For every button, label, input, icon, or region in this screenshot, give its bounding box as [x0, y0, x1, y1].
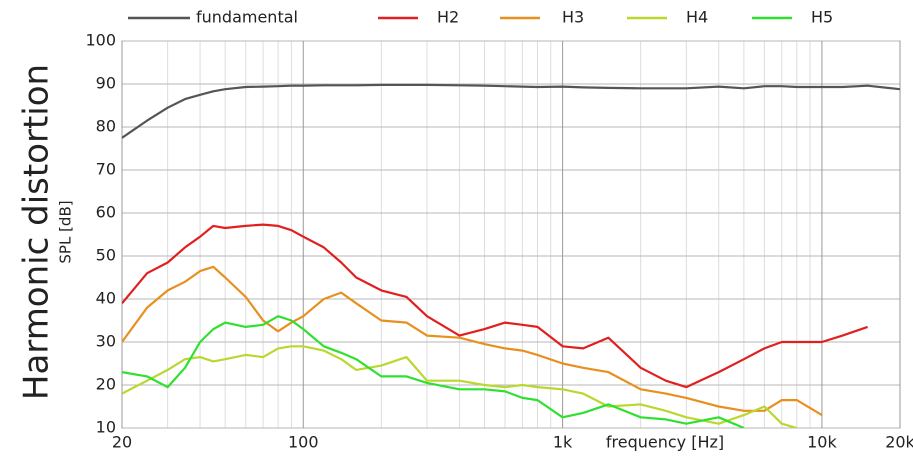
x-tick-label: 1k	[553, 433, 573, 452]
x-axis-label: frequency [Hz]	[606, 433, 724, 452]
legend-label: fundamental	[196, 8, 298, 27]
x-tick-label: 20	[112, 433, 132, 452]
x-tick-label: 20k	[885, 433, 913, 452]
series-line	[122, 315, 745, 428]
chart-title: Harmonic distortion	[17, 64, 57, 400]
x-tick-label: 10k	[807, 433, 837, 452]
y-axis-label: SPL [dB]	[57, 200, 75, 263]
legend-label: H3	[562, 8, 584, 27]
y-tick-label: 70	[96, 160, 116, 179]
y-tick-label: 80	[96, 117, 116, 136]
y-tick-label: 20	[96, 375, 116, 394]
y-tick-label: 50	[96, 246, 116, 265]
series-line	[122, 265, 823, 417]
y-tick-label: 60	[96, 203, 116, 222]
y-tick-label: 40	[96, 289, 116, 308]
plot-lines	[122, 83, 900, 428]
legend-label: H5	[811, 8, 833, 27]
y-tick-label: 10	[96, 418, 116, 437]
series-line	[122, 345, 798, 428]
legend-label: H2	[437, 8, 459, 27]
series-line	[122, 223, 868, 389]
plot-area	[121, 40, 901, 429]
y-tick-label: 100	[85, 31, 116, 50]
legend-label: H4	[686, 8, 708, 27]
x-tick-label: 100	[288, 433, 319, 452]
grid	[121, 40, 901, 429]
series-line	[122, 83, 900, 139]
y-tick-label: 30	[96, 332, 116, 351]
y-tick-label: 90	[96, 74, 116, 93]
